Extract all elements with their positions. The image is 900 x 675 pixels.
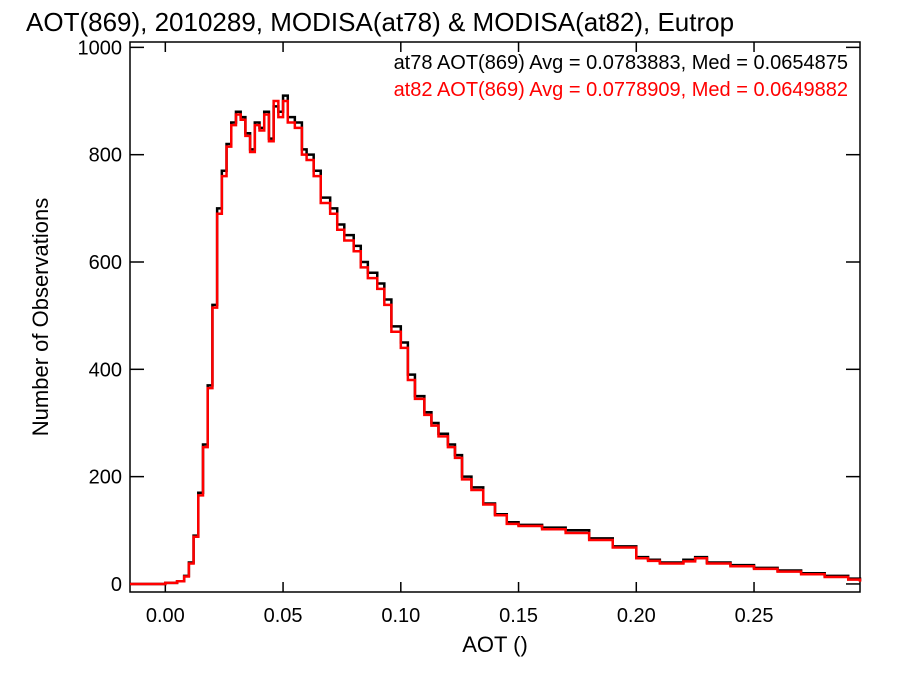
- y-tick-label: 0: [111, 574, 122, 596]
- x-tick-label: 0.05: [264, 605, 303, 627]
- legend-entry-at78: at78 AOT(869) Avg = 0.0783883, Med = 0.0…: [394, 52, 848, 74]
- x-tick-label: 0.20: [617, 605, 656, 627]
- y-tick-label: 600: [89, 252, 122, 274]
- series-group: [130, 94, 862, 586]
- x-axis-label: AOT (): [462, 632, 528, 657]
- series-at82-line: [130, 99, 862, 586]
- y-tick-label: 800: [89, 145, 122, 167]
- y-tick-label: 1000: [78, 37, 123, 59]
- x-tick-label: 0.15: [499, 605, 538, 627]
- y-axis: 0 200 400 600 800 1000: [78, 37, 860, 596]
- x-tick-label: 0.00: [146, 605, 185, 627]
- y-tick-label: 200: [89, 467, 122, 489]
- y-axis-label: Number of Observations: [28, 198, 53, 436]
- y-tick-label: 400: [89, 359, 122, 381]
- x-tick-label: 0.25: [735, 605, 774, 627]
- x-axis: 0.00 0.05 0.10 0.15 0.20 0.25: [146, 42, 774, 627]
- chart-title: AOT(869), 2010289, MODISA(at78) & MODISA…: [26, 7, 734, 37]
- legend-entry-at82: at82 AOT(869) Avg = 0.0778909, Med = 0.0…: [394, 79, 848, 101]
- plot-frame: [129, 41, 861, 593]
- x-tick-label: 0.10: [381, 605, 420, 627]
